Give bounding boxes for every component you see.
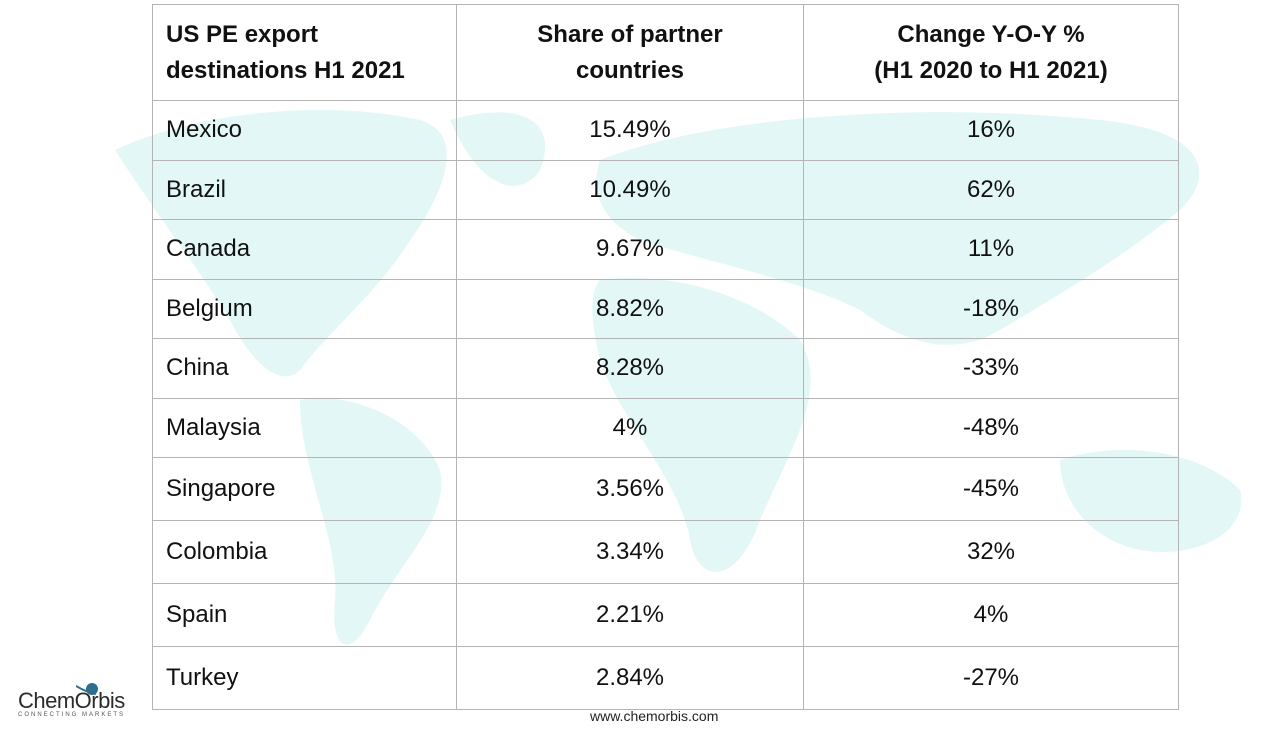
- table-row: Mexico 15.49% 16%: [152, 100, 1179, 161]
- cell-change: 16%: [803, 100, 1179, 161]
- cell-share: 3.34%: [456, 520, 804, 584]
- table-row: China 8.28% -33%: [152, 338, 1179, 399]
- cell-change: 4%: [803, 583, 1179, 647]
- cell-change: -33%: [803, 338, 1179, 399]
- cell-change: 32%: [803, 520, 1179, 584]
- table-row: Singapore 3.56% -45%: [152, 457, 1179, 521]
- cell-destination: Spain: [152, 583, 457, 647]
- cell-share: 2.21%: [456, 583, 804, 647]
- table-row: Turkey 2.84% -27%: [152, 646, 1179, 710]
- cell-destination: Brazil: [152, 159, 457, 220]
- cell-share: 15.49%: [456, 100, 804, 161]
- cell-destination: Turkey: [152, 646, 457, 710]
- footer-url: www.chemorbis.com: [590, 708, 719, 724]
- cell-change: 62%: [803, 159, 1179, 220]
- table-row: Spain 2.21% 4%: [152, 583, 1179, 647]
- cell-share: 3.56%: [456, 457, 804, 521]
- table-row: Malaysia 4% -48%: [152, 397, 1179, 458]
- cell-change: -45%: [803, 457, 1179, 521]
- header-share: Share of partner countries: [456, 4, 804, 101]
- cell-destination: China: [152, 338, 457, 399]
- cell-destination: Singapore: [152, 457, 457, 521]
- cell-share: 9.67%: [456, 219, 804, 280]
- table-row: Colombia 3.34% 32%: [152, 520, 1179, 584]
- cell-destination: Colombia: [152, 520, 457, 584]
- cell-destination: Canada: [152, 219, 457, 280]
- cell-destination: Malaysia: [152, 397, 457, 458]
- cell-share: 8.82%: [456, 278, 804, 339]
- table-row: Canada 9.67% 11%: [152, 219, 1179, 280]
- cell-destination: Belgium: [152, 278, 457, 339]
- cell-change: -18%: [803, 278, 1179, 339]
- cell-change: -27%: [803, 646, 1179, 710]
- cell-share: 2.84%: [456, 646, 804, 710]
- table-row: Belgium 8.82% -18%: [152, 278, 1179, 339]
- export-destinations-table: US PE export destinations H1 2021 Share o…: [152, 4, 1179, 710]
- header-destination: US PE export destinations H1 2021: [152, 4, 457, 101]
- cell-change: -48%: [803, 397, 1179, 458]
- logo-orbit-icon: [76, 683, 98, 695]
- table-header-row: US PE export destinations H1 2021 Share o…: [152, 4, 1179, 101]
- cell-change: 11%: [803, 219, 1179, 280]
- cell-destination: Mexico: [152, 100, 457, 161]
- cell-share: 10.49%: [456, 159, 804, 220]
- header-change: Change Y-O-Y % (H1 2020 to H1 2021): [803, 4, 1179, 101]
- table-row: Brazil 10.49% 62%: [152, 159, 1179, 220]
- chemorbis-logo: ChemOrbis CONNECTING MARKETS: [18, 683, 125, 718]
- cell-share: 8.28%: [456, 338, 804, 399]
- cell-share: 4%: [456, 397, 804, 458]
